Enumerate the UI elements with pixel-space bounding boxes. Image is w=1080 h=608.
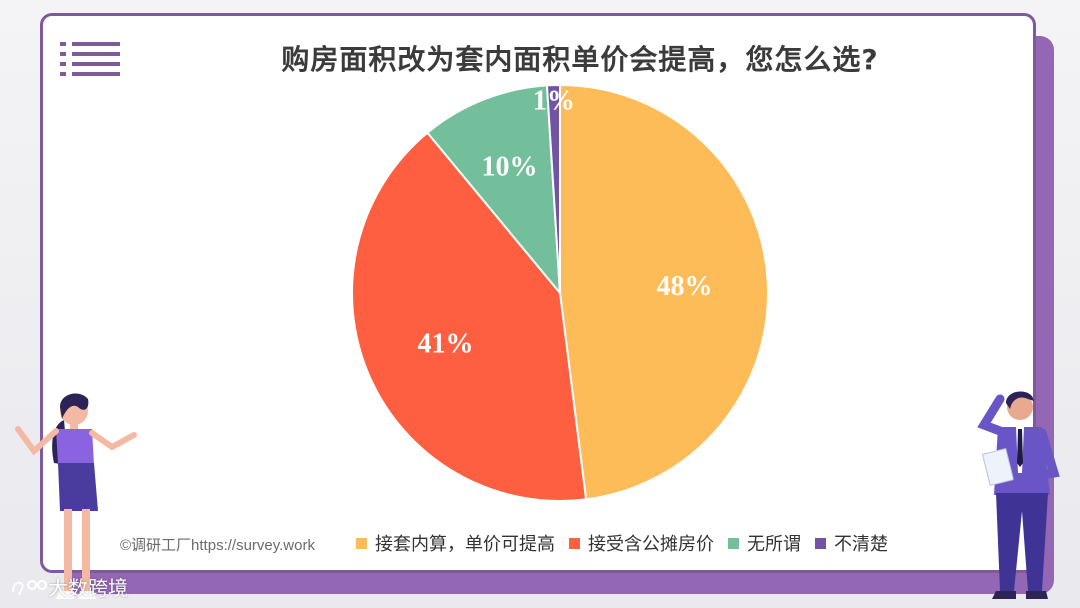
- legend-label: 接受含公摊房价: [588, 534, 714, 555]
- legend-swatch: [728, 537, 739, 549]
- legend-label: 不清楚: [834, 534, 888, 555]
- legend-item: 无所谓: [728, 530, 801, 556]
- pie-slice: [545, 83, 561, 294]
- pie-slice: [351, 131, 588, 502]
- chart-title: 购房面积改为套内面积单价会提高，您怎么选?: [281, 43, 879, 76]
- pie-slice: [426, 84, 562, 297]
- pie-slice: [559, 83, 769, 501]
- slice-data-label: 41%: [417, 329, 473, 360]
- legend-label: 接套内算，单价可提高: [375, 534, 555, 555]
- legend-swatch: [356, 537, 367, 549]
- source-credit: ©调研工厂https://survey.work: [120, 537, 315, 554]
- legend-swatch: [815, 537, 826, 549]
- woman-illustration: [15, 393, 137, 599]
- watermark-text: 大数跨境: [48, 576, 128, 600]
- slice-data-label: 10%: [481, 151, 537, 182]
- pie-chart: 48% 41% 10% 1%: [351, 83, 769, 502]
- chart-legend: 接套内算，单价可提高 接受含公摊房价 无所谓 不清楚: [356, 530, 902, 556]
- legend-swatch: [569, 537, 580, 549]
- legend-item: 不清楚: [815, 530, 888, 556]
- legend-label: 无所谓: [747, 534, 801, 555]
- slice-data-label: 48%: [657, 271, 713, 302]
- legend-item: 接受含公摊房价: [569, 530, 714, 556]
- man-illustration: [977, 391, 1060, 599]
- slice-data-label: 1%: [533, 86, 575, 117]
- list-menu-icon: [60, 42, 120, 76]
- watermark: 大数跨境: [10, 572, 128, 601]
- watermark-logo-icon: [12, 579, 47, 595]
- legend-item: 接套内算，单价可提高: [356, 530, 555, 556]
